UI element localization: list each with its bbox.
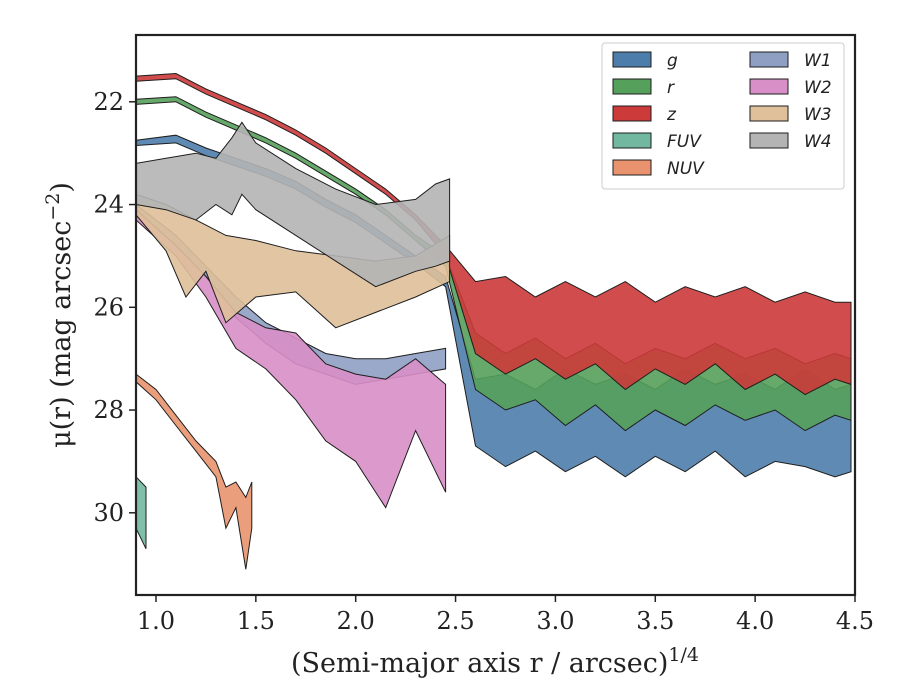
series-band-nuv — [136, 373, 253, 570]
legend-label-w3: W3 — [804, 105, 832, 125]
legend-swatch-nuv — [612, 159, 652, 176]
x-tick-label: 1.0 — [137, 607, 175, 635]
y-tick-label: 22 — [93, 88, 124, 116]
legend-label-r: r — [667, 78, 675, 98]
x-tick-label: 4.0 — [736, 607, 774, 635]
legend-swatch-w2 — [749, 78, 789, 95]
y-tick-label: 30 — [93, 499, 124, 527]
x-tick-label: 2.5 — [436, 607, 474, 635]
legend-swatch-w1 — [749, 51, 789, 68]
series-band-w4 — [136, 121, 451, 288]
x-axis-label: (Semi-major axis r / arcsec)1/4 — [291, 644, 699, 679]
x-axis: 1.0 1.5 2.0 2.5 3.0 3.5 4.0 4.5 — [137, 595, 874, 635]
legend-label-w1: W1 — [804, 51, 832, 71]
legend-label-nuv: NUV — [667, 159, 705, 179]
legend-label-w2: W2 — [804, 78, 832, 98]
y-axis: 22 24 26 28 30 — [93, 88, 136, 527]
y-tick-label: 24 — [93, 191, 124, 219]
x-tick-label: 3.0 — [536, 607, 574, 635]
y-axis-label: μ(r) (mag arcsec−2) — [42, 182, 77, 448]
legend-label-fuv: FUV — [667, 132, 702, 152]
legend-swatch-r — [612, 78, 652, 95]
y-tick-label: 28 — [93, 396, 124, 424]
legend: grz FUV NUV W1 W2 W3 W4 — [601, 42, 845, 190]
legend-swatch-w3 — [749, 105, 789, 122]
plot-frame — [134, 33, 857, 597]
y-tick-label: 26 — [93, 293, 124, 321]
series-band-fuv — [136, 476, 147, 550]
x-tick-label: 4.5 — [836, 607, 874, 635]
series-band-w3 — [136, 193, 451, 329]
series-band-z — [136, 72, 852, 396]
legend-swatch-w4 — [749, 132, 789, 149]
legend-label-w4: W4 — [804, 132, 832, 152]
x-tick-label: 1.5 — [237, 607, 275, 635]
series-band-w2 — [136, 209, 447, 509]
legend-label-g: g — [667, 51, 678, 71]
legend-swatch-g — [612, 51, 652, 68]
legend-swatch-z — [612, 105, 652, 122]
legend-label-z: z — [666, 105, 677, 125]
legend-swatch-fuv — [612, 132, 652, 149]
x-tick-label: 3.5 — [636, 607, 674, 635]
x-tick-label: 2.0 — [337, 607, 375, 635]
series-layer — [136, 72, 852, 570]
